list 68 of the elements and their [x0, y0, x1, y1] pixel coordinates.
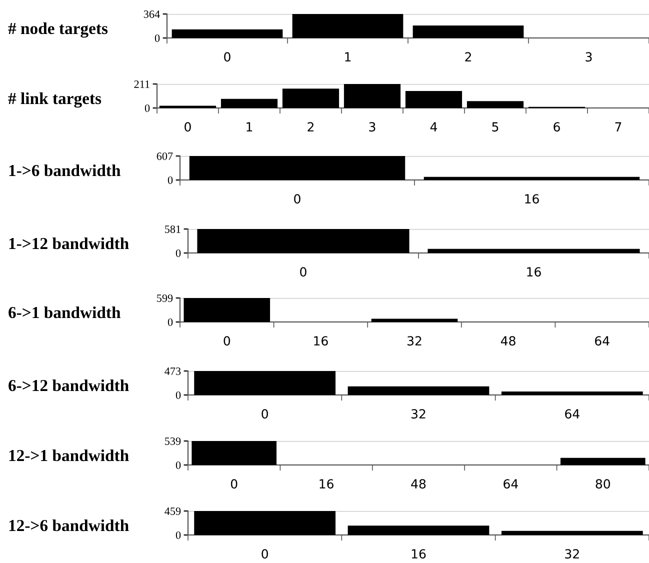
y-tick-label: 581: [165, 225, 180, 233]
x-tick-label: 7: [615, 122, 622, 132]
x-tick-label: 16: [320, 479, 334, 489]
bar: [292, 14, 404, 38]
bar: [172, 29, 283, 38]
y-tick-label: 0: [154, 34, 160, 42]
chart-title: # node targets: [8, 22, 108, 38]
x-tick-label: 5: [492, 122, 498, 132]
x-tick-label: 48: [500, 336, 516, 346]
y-tick-label: 211: [134, 80, 150, 88]
x-tick-label: 2: [308, 122, 314, 132]
x-tick-label: 80: [596, 479, 610, 489]
x-tick-label: 3: [369, 122, 376, 132]
y-tick-label: 0: [176, 461, 181, 469]
x-tick-label: 32: [408, 336, 422, 346]
x-tick-label: 2: [465, 52, 471, 62]
chart-title: 1->6 bandwidth: [9, 164, 121, 176]
bar: [412, 25, 524, 38]
y-tick-label: 0: [176, 531, 181, 539]
y-tick-label: 364: [144, 10, 160, 18]
bar: [501, 530, 643, 535]
x-tick-label: 16: [525, 194, 539, 204]
bar: [220, 98, 278, 108]
bar: [282, 88, 340, 108]
x-tick-label: 16: [412, 549, 426, 559]
y-tick-label: 0: [168, 176, 173, 184]
x-tick-label: 0: [230, 479, 238, 489]
x-tick-label: 16: [527, 267, 541, 277]
x-tick-label: 64: [565, 409, 580, 419]
y-tick-label: 473: [164, 367, 181, 375]
x-tick-label: 64: [595, 336, 610, 346]
y-tick-label: 459: [164, 507, 181, 515]
y-tick-label: 539: [165, 437, 181, 445]
x-tick-label: 0: [224, 52, 230, 62]
x-tick-label: 48: [411, 479, 426, 489]
y-tick-label: 0: [176, 249, 181, 257]
x-tick-label: 1: [345, 52, 351, 62]
x-tick-label: 3: [586, 52, 592, 62]
bar: [194, 511, 336, 535]
x-tick-label: 0: [262, 409, 268, 419]
bar: [501, 391, 643, 395]
y-tick-label: 607: [156, 152, 173, 160]
y-tick-label: 0: [168, 318, 173, 326]
y-tick-label: 0: [176, 391, 181, 399]
chart-title: 1->12 bandwidth: [9, 237, 129, 250]
x-tick-label: 64: [504, 479, 518, 489]
x-tick-label: 4: [430, 122, 438, 132]
chart-title: 6->12 bandwidth: [8, 379, 129, 392]
bar: [405, 90, 462, 108]
bar: [348, 386, 490, 395]
x-tick-label: 0: [262, 549, 268, 559]
x-tick-label: 32: [565, 549, 579, 559]
x-tick-label: 1: [246, 122, 252, 132]
x-tick-label: 0: [224, 336, 230, 346]
bar: [466, 101, 524, 108]
y-tick-label: 0: [144, 104, 150, 112]
bar: [194, 371, 336, 395]
x-tick-label: 16: [314, 336, 328, 346]
chart-title: 12->6 bandwidth: [9, 519, 129, 532]
chart-title: 12->1 bandwidth: [9, 449, 129, 462]
x-tick-label: 32: [412, 409, 426, 419]
x-tick-label: 6: [554, 122, 560, 132]
x-tick-label: 0: [184, 122, 191, 132]
y-tick-label: 599: [157, 294, 173, 302]
chart-title: # link targets: [8, 92, 102, 108]
chart-title: 6->1 bandwidth: [8, 306, 121, 318]
bar: [348, 526, 490, 535]
bar: [344, 84, 401, 108]
